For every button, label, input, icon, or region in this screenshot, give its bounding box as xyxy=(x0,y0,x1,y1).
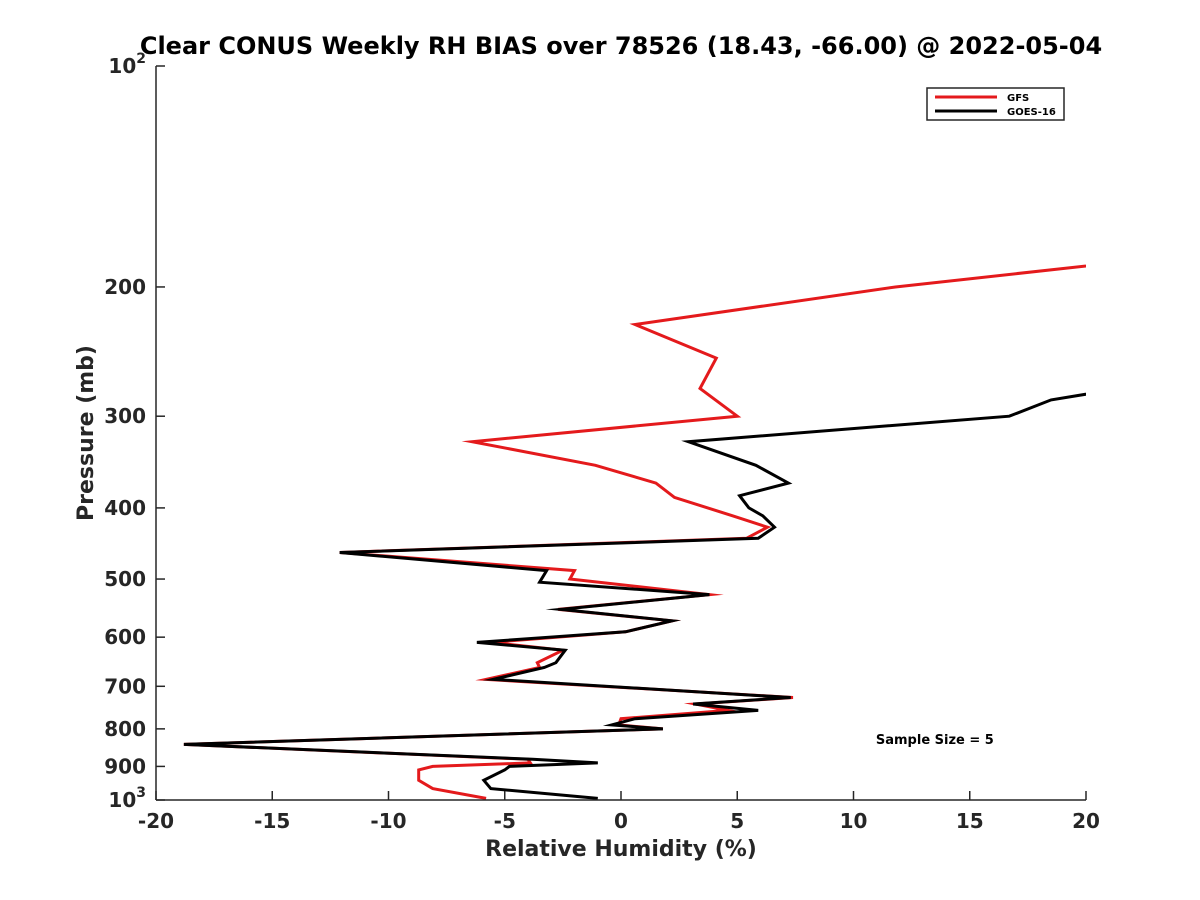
y-tick-labels: 102 200 300 400 500 600 700 800 900 103 xyxy=(104,51,146,812)
x-tick-label: 10 xyxy=(840,809,868,833)
series-line-goes-16 xyxy=(183,392,1086,800)
legend: GFS GOES-16 xyxy=(926,87,1065,121)
legend-box xyxy=(926,87,1065,121)
x-tick-label: 5 xyxy=(730,809,744,833)
y-tick-label: 900 xyxy=(104,754,146,778)
y-tick-label: 600 xyxy=(104,625,146,649)
y-tick-label: 300 xyxy=(104,404,146,428)
x-tick-label: -15 xyxy=(254,809,290,833)
sample-size-annotation: Sample Size = 5 xyxy=(876,733,994,748)
x-tick-label: -20 xyxy=(138,809,174,833)
legend-entry: GFS xyxy=(1007,93,1029,104)
y-tick-label: 800 xyxy=(104,717,146,741)
x-tick-labels: -20 -15 -10 -5 0 5 10 15 20 xyxy=(138,809,1100,833)
y-tick-label: 103 xyxy=(108,785,146,812)
y-axis-label: Pressure (mb) xyxy=(74,345,99,521)
y-tick-label: 400 xyxy=(104,496,146,520)
x-tick-label: 0 xyxy=(614,809,628,833)
x-tick-label: 20 xyxy=(1072,809,1100,833)
legend-entry: GOES-16 xyxy=(1007,107,1056,118)
x-axis-label: Relative Humidity (%) xyxy=(485,837,757,862)
x-tick-label: -5 xyxy=(494,809,516,833)
y-tick-label: 102 xyxy=(108,51,146,78)
x-tick-label: -10 xyxy=(370,809,406,833)
x-tick-label: 15 xyxy=(956,809,984,833)
annotations: Sample Size = 5 xyxy=(876,733,994,748)
y-tick-label: 700 xyxy=(104,674,146,698)
plot-area xyxy=(155,65,1087,801)
chart-title: Clear CONUS Weekly RH BIAS over 78526 (1… xyxy=(140,32,1102,60)
y-tick-label: 200 xyxy=(104,275,146,299)
y-tick-label: 500 xyxy=(104,567,146,591)
